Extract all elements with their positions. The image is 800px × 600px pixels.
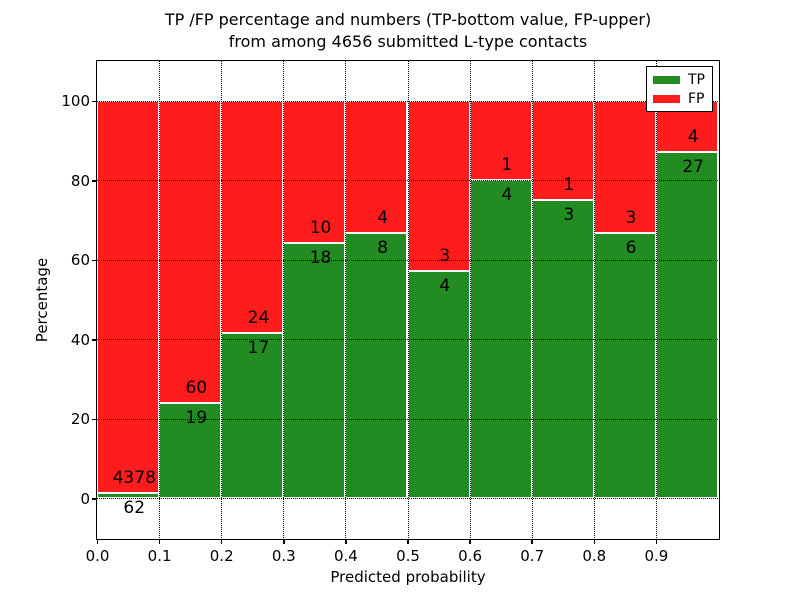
legend-label-tp: TP (688, 71, 705, 88)
bar-label-tp-count: 27 (682, 157, 704, 178)
chart-title-line2: from among 4656 submitted L-type contact… (228, 32, 588, 51)
x-tick-label: 0.1 (147, 547, 172, 565)
gridline-horizontal (97, 418, 718, 420)
bar-label-tp-count: 6 (625, 238, 637, 259)
bar-label-fp-count: 1 (563, 175, 575, 196)
x-tick-label: 0.3 (271, 547, 296, 565)
gridline-horizontal (97, 498, 718, 500)
bar-segment-tp (345, 233, 408, 499)
x-axis-label: Predicted probability (330, 568, 486, 586)
x-tick-mark (96, 540, 99, 544)
gridline-vertical (221, 61, 223, 538)
y-tick-mark (92, 100, 96, 102)
x-tick-label: 0.0 (85, 547, 110, 565)
gridline-vertical (469, 61, 471, 538)
y-tick-mark (92, 180, 96, 182)
gridline-horizontal (97, 100, 718, 102)
bar-segment-fp (469, 100, 532, 181)
y-tick-label: 60 (70, 251, 90, 270)
bar-label-tp-count: 17 (247, 338, 270, 359)
x-tick-label: 0.7 (520, 547, 545, 565)
bar-label-fp-count: 24 (247, 308, 270, 329)
chart-title-line1: TP /FP percentage and numbers (TP-bottom… (164, 10, 652, 29)
y-tick-label: 80 (70, 171, 90, 190)
legend-item-tp: TP (653, 71, 705, 88)
bar-segment-tp (407, 271, 470, 499)
y-tick-mark (92, 259, 96, 261)
legend-swatch-fp (653, 94, 680, 103)
bar-segment-fp (159, 100, 222, 403)
gridline-vertical (655, 61, 657, 538)
gridline-horizontal (97, 259, 718, 261)
x-tick-mark (655, 540, 658, 544)
gridline-vertical (531, 61, 533, 538)
x-tick-mark (345, 540, 347, 544)
x-tick-label: 0.9 (644, 547, 669, 565)
bar-label-tp-count: 4 (501, 185, 513, 206)
y-tick-label: 100 (61, 92, 90, 111)
bar-segment-fp (531, 100, 594, 201)
x-tick-label: 0.8 (582, 547, 607, 565)
x-tick-label: 0.5 (396, 547, 420, 565)
bar-segment-fp (345, 100, 408, 234)
bar-label-fp-count: 10 (309, 217, 332, 238)
x-tick-mark (407, 540, 409, 544)
bar-segment-fp (97, 100, 160, 493)
gridline-vertical (283, 61, 285, 538)
gridline-vertical (345, 61, 347, 538)
legend-label-fp: FP (688, 90, 705, 107)
bar-segment-tp (593, 233, 656, 499)
bar-label-fp-count: 3 (439, 246, 451, 267)
bar-segment-tp (159, 402, 222, 499)
x-tick-mark (593, 540, 596, 544)
bar-label-tp-count: 19 (185, 407, 208, 428)
bar-label-tp-count: 18 (309, 247, 332, 268)
bar-label-fp-count: 4 (687, 127, 699, 148)
y-tick-label: 0 (80, 489, 90, 508)
y-tick-mark (92, 339, 96, 341)
legend-item-fp: FP (653, 90, 705, 107)
x-tick-mark (469, 540, 471, 544)
gridline-vertical (407, 61, 409, 538)
plot-area: TP FP 4378 62 60 19 24 17 10 18 4 8 3 4 1 4 1 3 3 6 4 27 (96, 60, 720, 540)
bar-label-fp-count: 4378 (112, 467, 156, 488)
bar-label-tp-count: 4 (439, 276, 451, 297)
legend-swatch-tp (653, 75, 680, 84)
y-tick-mark (92, 498, 96, 500)
y-tick-label: 20 (70, 410, 90, 429)
gridline-horizontal (97, 339, 718, 341)
bar-segment-fp (221, 100, 284, 334)
x-tick-mark (158, 540, 161, 544)
bar-label-fp-count: 1 (501, 155, 513, 176)
bar-label-tp-count: 8 (377, 238, 389, 259)
gridline-vertical (593, 61, 595, 538)
x-tick-label: 0.2 (209, 547, 234, 565)
bar-label-tp-count: 3 (563, 205, 575, 226)
gridline-vertical (159, 61, 161, 538)
x-tick-mark (531, 540, 533, 544)
bar-segment-tp (283, 242, 346, 499)
bar-label-fp-count: 60 (185, 377, 208, 398)
y-tick-label: 40 (70, 330, 90, 349)
gridline-horizontal (97, 180, 718, 182)
x-tick-label: 0.4 (333, 547, 358, 565)
bar-label-fp-count: 3 (625, 208, 637, 229)
y-axis-label: Percentage (33, 257, 51, 343)
bar-label-fp-count: 4 (377, 208, 389, 229)
x-tick-label: 0.6 (458, 547, 483, 565)
legend: TP FP (646, 66, 713, 112)
bar-label-tp-count: 62 (123, 497, 146, 518)
x-tick-mark (220, 540, 223, 544)
bar-segment-fp (593, 100, 656, 234)
bar-segment-tp (655, 152, 718, 499)
x-tick-mark (283, 540, 285, 544)
bar-segment-tp (531, 200, 594, 499)
y-tick-mark (92, 418, 96, 420)
chart-title: TP /FP percentage and numbers (TP-bottom… (96, 9, 720, 53)
bar-segment-tp (97, 492, 160, 499)
